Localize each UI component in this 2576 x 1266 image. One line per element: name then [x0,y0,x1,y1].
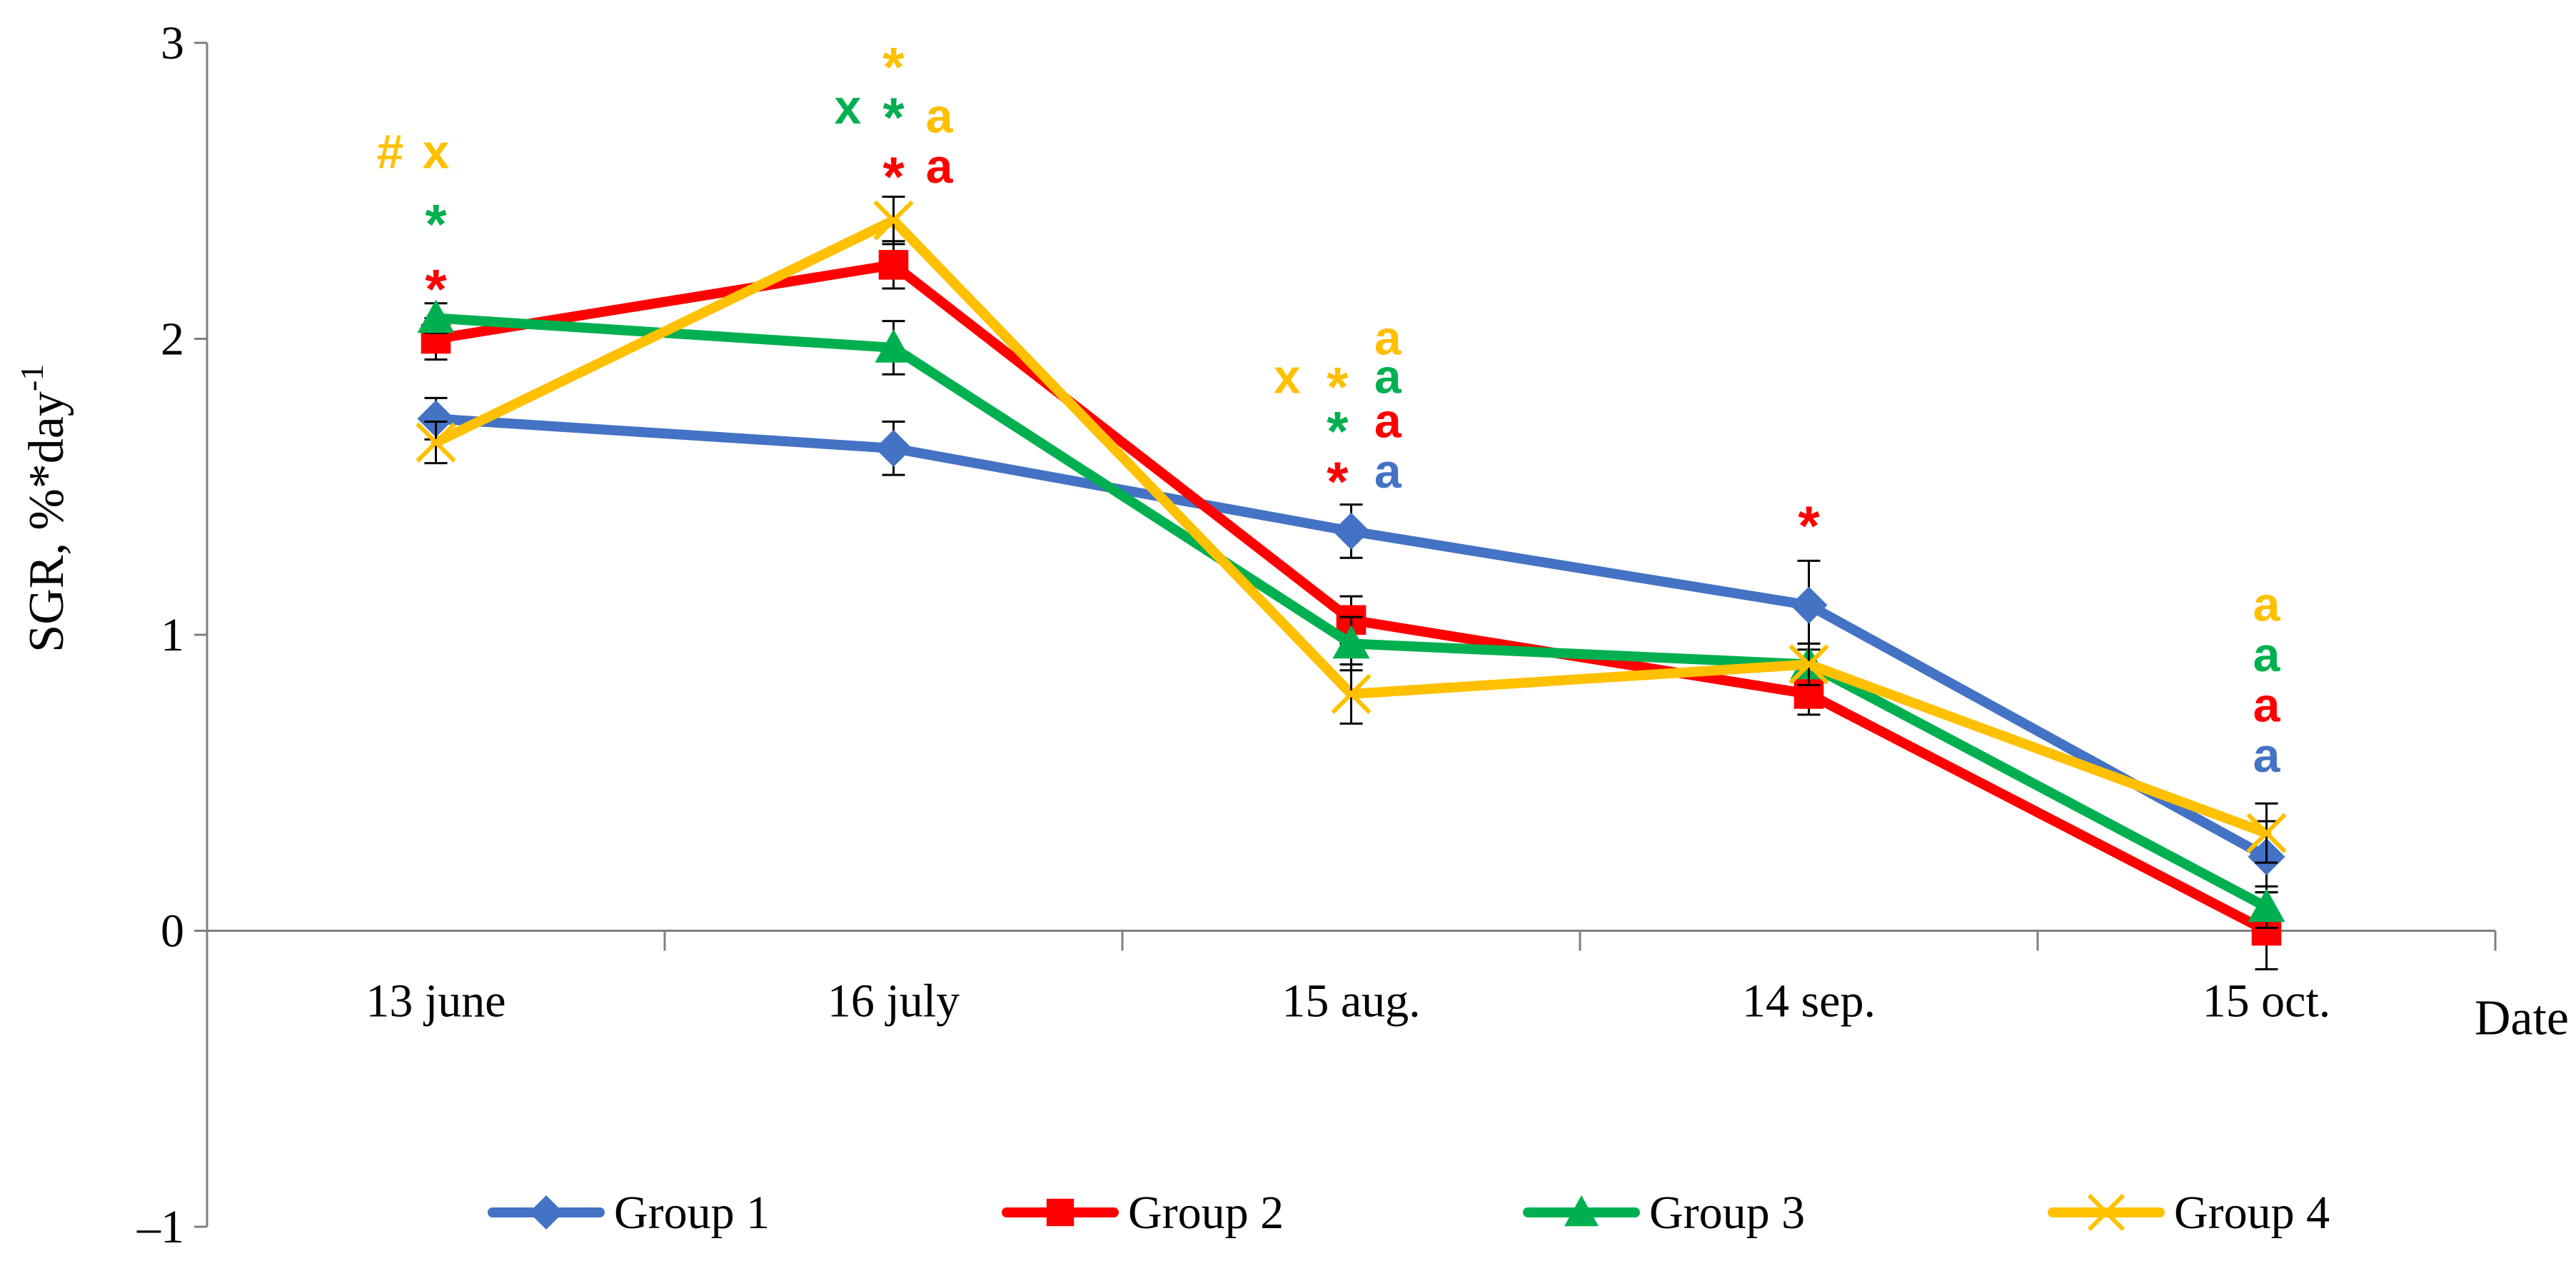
significance-mark: * [1327,450,1349,513]
significance-mark: * [1327,355,1349,418]
x-axis-title: Date [2475,991,2569,1046]
series-layer [416,196,2287,970]
data-point [1788,644,1829,685]
series-group-2 [421,240,2282,970]
x-tick-label: 16 july [827,975,960,1028]
x-tick-label: 14 sep. [1742,975,1876,1028]
x-tick-label: 13 june [366,975,505,1028]
legend-label: Group 2 [1128,1187,1284,1239]
data-point [875,328,912,363]
data-point [875,429,912,467]
data-point [2246,813,2287,853]
data-point [2248,888,2285,923]
significance-mark: * [1798,494,1820,557]
series-group-4 [416,196,2287,864]
data-point [416,422,456,463]
significance-mark: * [882,145,905,208]
legend-label: Group 4 [2174,1187,2330,1239]
significance-mark: * [425,192,447,255]
significance-mark: a [1374,444,1402,498]
significance-mark: a [1374,349,1402,403]
legend-marker [529,1195,563,1230]
legend: Group 1 Group 2 Group 3 Group 4 [488,1187,2330,1239]
significance-mark: # [376,124,403,179]
legend-label: Group 1 [614,1187,770,1239]
significance-mark: * [882,86,905,149]
legend-marker [2087,1193,2125,1232]
legend-item: Group 3 [1523,1187,1805,1239]
data-point [1332,512,1370,550]
significance-mark: a [2253,578,2281,632]
legend-marker [1564,1195,1599,1227]
legend-label: Group 3 [1649,1187,1805,1239]
data-point [417,299,455,333]
data-point [873,200,914,241]
y-axis-title: SGR, %*day-1 [14,364,74,653]
data-point [1331,673,1372,715]
data-point [1790,586,1828,624]
significance-mark: * [1327,400,1349,463]
significance-mark: x [423,124,450,179]
y-tick-label: 0 [161,905,184,958]
y-tick-label: 3 [161,17,184,69]
significance-mark: a [1374,311,1402,366]
significance-mark: x [834,80,861,134]
y-tick-label: –1 [136,1201,184,1253]
significance-mark: a [2253,728,2281,783]
legend-item: Group 4 [2048,1187,2330,1239]
legend-item: Group 2 [1002,1187,1284,1239]
x-tick-label: 15 aug. [1282,975,1420,1028]
significance-mark: * [425,258,447,321]
data-point [878,250,909,280]
data-point [1332,625,1370,659]
significance-mark: a [926,139,954,194]
y-tick-label: 2 [161,313,184,366]
series-group-1 [417,396,2285,894]
significance-mark: a [2253,628,2281,682]
significance-mark: a [1374,394,1402,448]
significance-mark: a [2253,678,2281,732]
data-point [417,400,455,438]
y-axis-title-main: SGR, %*day [19,391,74,653]
legend-item: Group 1 [488,1187,770,1239]
y-axis-title-superscript: -1 [14,364,50,391]
significance-mark: * [882,36,905,99]
significance-mark: a [926,89,954,144]
axes: –1 0 1 2 3 13 june 16 july 15 aug. 14 sep. 15 oct… [14,17,2569,1253]
significance-mark: x [1274,349,1301,403]
legend-marker [1046,1198,1075,1227]
y-tick-label: 1 [161,609,184,661]
x-tick-label: 15 oct. [2203,975,2331,1028]
